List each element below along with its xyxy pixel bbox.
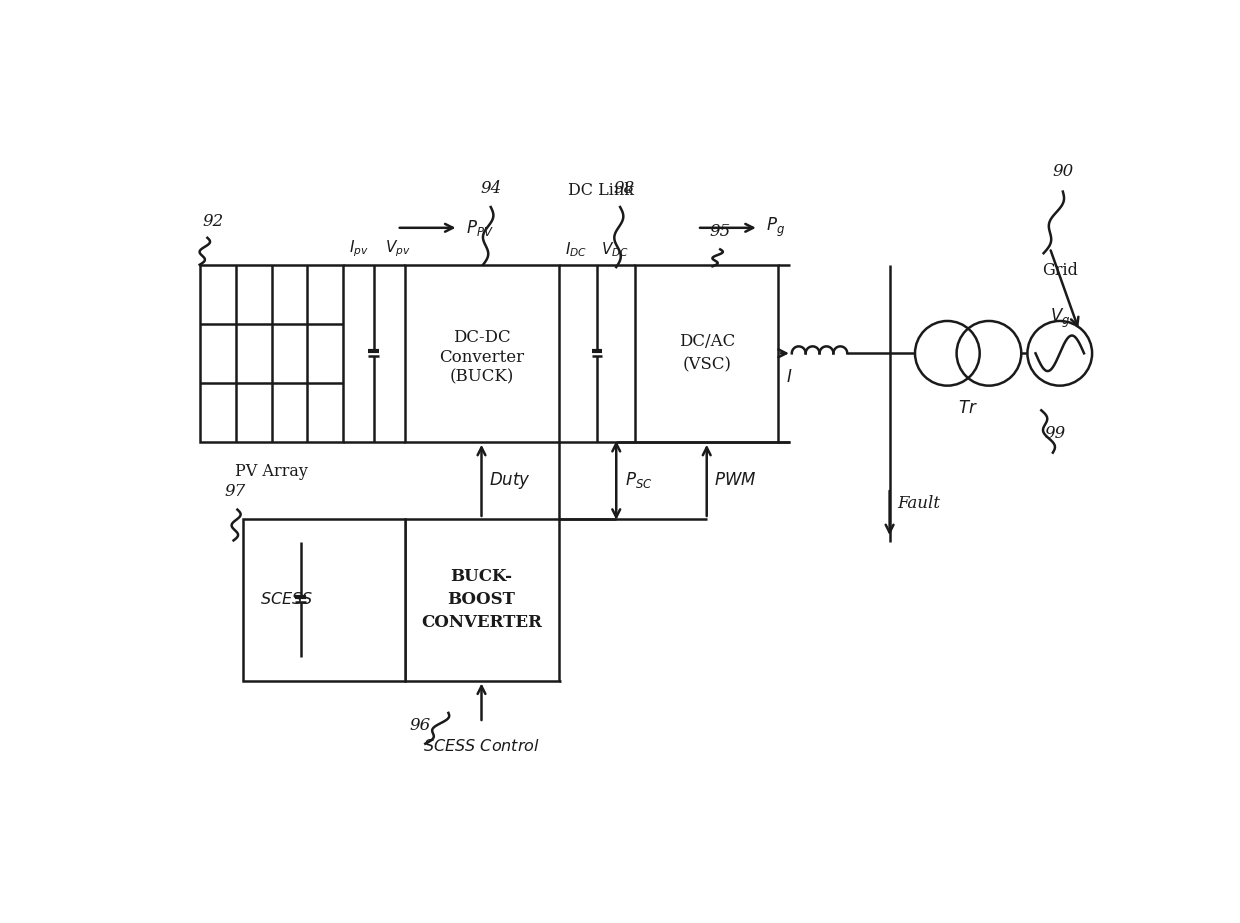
Bar: [635, 265, 777, 442]
Text: (VSC): (VSC): [682, 356, 732, 374]
Text: $I$: $I$: [786, 368, 792, 386]
Text: $V_{DC}$: $V_{DC}$: [601, 240, 629, 258]
Text: $P_{PV}$: $P_{PV}$: [466, 218, 494, 238]
Bar: [404, 519, 558, 680]
Text: $PWM$: $PWM$: [714, 472, 756, 489]
Text: 98: 98: [614, 180, 635, 197]
Text: Converter: Converter: [439, 349, 525, 366]
Text: 99: 99: [1044, 425, 1065, 442]
Bar: [243, 519, 404, 680]
Bar: [201, 265, 343, 442]
Text: $SCESS$: $SCESS$: [259, 592, 312, 608]
Text: 96: 96: [409, 717, 430, 735]
Text: (BUCK): (BUCK): [449, 368, 513, 385]
Text: $P_{SC}$: $P_{SC}$: [625, 471, 653, 490]
Text: $Duty$: $Duty$: [490, 470, 531, 491]
Text: $I_{DC}$: $I_{DC}$: [564, 240, 587, 258]
Text: $SCESS$ $Control$: $SCESS$ $Control$: [423, 738, 539, 755]
Text: BOOST: BOOST: [448, 592, 516, 608]
Text: BUCK-: BUCK-: [450, 569, 512, 585]
Text: $I_{pv}$: $I_{pv}$: [350, 238, 368, 258]
Text: $V_{pv}$: $V_{pv}$: [386, 238, 410, 258]
Text: $Tr$: $Tr$: [959, 400, 978, 416]
Text: DC/AC: DC/AC: [678, 333, 735, 350]
Bar: [404, 265, 558, 442]
Text: DC-DC: DC-DC: [453, 330, 511, 346]
Text: 92: 92: [202, 213, 223, 230]
Text: Fault: Fault: [898, 495, 940, 512]
Text: Grid: Grid: [1042, 261, 1078, 279]
Text: PV Array: PV Array: [236, 463, 308, 480]
Text: 97: 97: [224, 483, 246, 499]
Text: $P_g$: $P_g$: [766, 216, 785, 239]
Text: $V_g$: $V_g$: [1049, 307, 1070, 330]
Text: CONVERTER: CONVERTER: [422, 615, 542, 631]
Text: 90: 90: [1053, 163, 1074, 180]
Text: 94: 94: [480, 180, 501, 197]
Text: 95: 95: [709, 223, 730, 240]
Text: DC Link: DC Link: [568, 183, 634, 199]
